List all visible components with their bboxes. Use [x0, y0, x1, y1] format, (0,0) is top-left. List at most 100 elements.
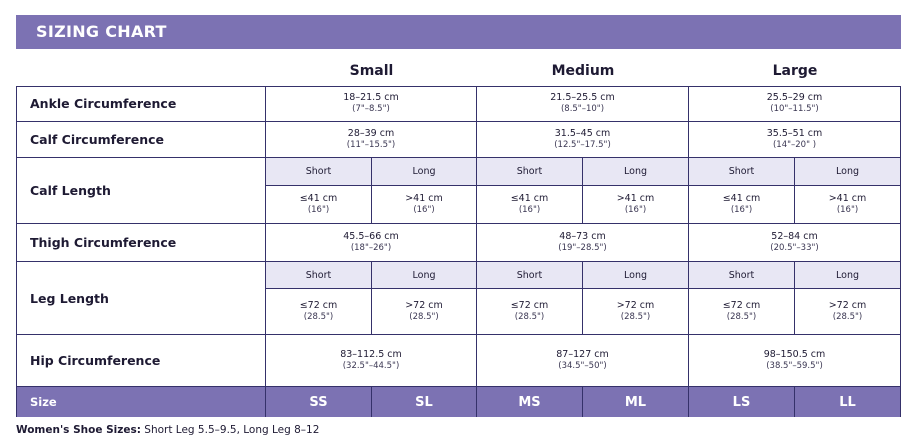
calf-length-large-short-header: Short [689, 158, 795, 186]
leg-length-ss-cell: ≤72 cm (28.5") [266, 289, 372, 335]
size-code-ls: LS [689, 387, 795, 417]
calf-length-ml-in: (16") [624, 205, 647, 215]
calf-circ-medium-cm: 31.5–45 cm [554, 128, 611, 139]
hip-large-cell: 98–150.5 cm (38.5"–59.5") [689, 335, 901, 387]
leg-length-ml-cm: >72 cm [616, 300, 655, 311]
chart-title-banner: SIZING CHART [16, 15, 901, 49]
row-label-calf-circumference: Calf Circumference [16, 122, 266, 158]
calf-circ-medium-cell: 31.5–45 cm (12.5"–17.5") [477, 122, 689, 158]
calf-circ-large-in: (14"–20" ) [772, 140, 817, 150]
size-code-ss: SS [266, 387, 372, 417]
leg-length-large-short-header: Short [689, 262, 795, 289]
calf-length-ls-in: (16") [730, 205, 753, 215]
size-code-sl: SL [372, 387, 477, 417]
thigh-large-cm: 52–84 cm [771, 231, 818, 242]
calf-length-medium-short-header: Short [477, 158, 583, 186]
hip-small-cell: 83–112.5 cm (32.5"–44.5") [266, 335, 477, 387]
calf-length-ms-cell: ≤41 cm (16") [477, 186, 583, 224]
hip-large-cm: 98–150.5 cm [763, 349, 826, 360]
leg-length-sl-cell: >72 cm (28.5") [372, 289, 477, 335]
leg-length-large-long-header: Long [795, 262, 901, 289]
leg-length-sl-in: (28.5") [409, 312, 439, 322]
row-label-calf-length: Calf Length [16, 158, 266, 224]
calf-length-small-long-header: Long [372, 158, 477, 186]
hip-medium-cm: 87–127 cm [556, 349, 609, 360]
calf-length-ml-cell: >41 cm (16") [583, 186, 689, 224]
calf-length-ls-cm: ≤41 cm [722, 193, 761, 204]
row-label-hip: Hip Circumference [16, 335, 266, 387]
hip-medium-in: (34.5"–50") [558, 361, 607, 371]
leg-length-ml-in: (28.5") [620, 312, 651, 322]
calf-length-ss-cm: ≤41 cm [299, 193, 338, 204]
ankle-small-cell: 18–21.5 cm (7"–8.5") [266, 86, 477, 122]
size-code-ms: MS [477, 387, 583, 417]
calf-circ-large-cell: 35.5–51 cm (14"–20" ) [689, 122, 901, 158]
thigh-large-in: (20.5"–33") [770, 243, 819, 253]
leg-length-ls-in: (28.5") [726, 312, 757, 322]
thigh-small-cm: 45.5–66 cm [343, 231, 399, 242]
row-label-ankle: Ankle Circumference [16, 86, 266, 122]
leg-length-ss-cm: ≤72 cm [299, 300, 338, 311]
leg-length-medium-short-header: Short [477, 262, 583, 289]
size-code-ml: ML [583, 387, 689, 417]
shoe-sizes-label: Women's Shoe Sizes: [16, 424, 141, 436]
calf-length-ll-in: (16") [836, 205, 859, 215]
row-label-thigh: Thigh Circumference [16, 224, 266, 262]
leg-length-ls-cm: ≤72 cm [722, 300, 761, 311]
leg-length-ml-cell: >72 cm (28.5") [583, 289, 689, 335]
ankle-large-cm: 25.5–29 cm [766, 92, 823, 103]
leg-length-ls-cell: ≤72 cm (28.5") [689, 289, 795, 335]
thigh-medium-cm: 48–73 cm [559, 231, 606, 242]
ankle-medium-in: (8.5"–10") [560, 104, 605, 114]
calf-length-small-short-header: Short [266, 158, 372, 186]
calf-circ-small-cell: 28–39 cm (11"–15.5") [266, 122, 477, 158]
calf-length-ll-cm: >41 cm [828, 193, 867, 204]
leg-length-small-short-header: Short [266, 262, 372, 289]
hip-medium-cell: 87–127 cm (34.5"–50") [477, 335, 689, 387]
thigh-medium-in: (19"–28.5") [558, 243, 607, 253]
calf-length-sl-cell: >41 cm (16") [372, 186, 477, 224]
calf-length-large-long-header: Long [795, 158, 901, 186]
thigh-medium-cell: 48–73 cm (19"–28.5") [477, 224, 689, 262]
row-label-leg-length: Leg Length [16, 262, 266, 335]
leg-length-ss-in: (28.5") [303, 312, 334, 322]
thigh-small-in: (18"–26") [350, 243, 392, 253]
shoe-sizes-note: Women's Shoe Sizes: Short Leg 5.5–9.5, L… [16, 424, 319, 436]
calf-length-medium-long-header: Long [583, 158, 689, 186]
calf-length-sl-in: (16") [413, 205, 435, 215]
shoe-sizes-text: Short Leg 5.5–9.5, Long Leg 8–12 [140, 424, 320, 436]
sizing-table: Ankle Circumference 18–21.5 cm (7"–8.5")… [16, 86, 901, 417]
leg-length-small-long-header: Long [372, 262, 477, 289]
calf-length-ls-cell: ≤41 cm (16") [689, 186, 795, 224]
ankle-medium-cell: 21.5–25.5 cm (8.5"–10") [477, 86, 689, 122]
calf-length-ms-cm: ≤41 cm [510, 193, 549, 204]
thigh-small-cell: 45.5–66 cm (18"–26") [266, 224, 477, 262]
leg-length-sl-cm: >72 cm [405, 300, 443, 311]
calf-length-ss-cell: ≤41 cm (16") [266, 186, 372, 224]
column-header-small: Small [349, 63, 394, 79]
leg-length-medium-long-header: Long [583, 262, 689, 289]
column-header-large: Large [772, 63, 818, 79]
ankle-large-in: (10"–11.5") [770, 104, 819, 114]
ankle-large-cell: 25.5–29 cm (10"–11.5") [689, 86, 901, 122]
ankle-medium-cm: 21.5–25.5 cm [550, 92, 615, 103]
leg-length-ll-cell: >72 cm (28.5") [795, 289, 901, 335]
leg-length-ms-cm: ≤72 cm [510, 300, 549, 311]
ankle-small-cm: 18–21.5 cm [343, 92, 399, 103]
calf-circ-small-cm: 28–39 cm [347, 128, 395, 139]
leg-length-ll-in: (28.5") [832, 312, 863, 322]
calf-length-ms-in: (16") [518, 205, 541, 215]
calf-circ-small-in: (11"–15.5") [346, 140, 396, 150]
calf-circ-large-cm: 35.5–51 cm [766, 128, 823, 139]
thigh-large-cell: 52–84 cm (20.5"–33") [689, 224, 901, 262]
calf-length-ss-in: (16") [307, 205, 330, 215]
row-label-size: Size [16, 387, 266, 417]
column-header-medium: Medium [551, 63, 615, 79]
calf-length-ml-cm: >41 cm [616, 193, 655, 204]
hip-large-in: (38.5"–59.5") [766, 361, 823, 371]
calf-length-sl-cm: >41 cm [405, 193, 443, 204]
calf-length-ll-cell: >41 cm (16") [795, 186, 901, 224]
leg-length-ll-cm: >72 cm [828, 300, 867, 311]
size-code-ll: LL [795, 387, 901, 417]
hip-small-in: (32.5"–44.5") [342, 361, 400, 371]
